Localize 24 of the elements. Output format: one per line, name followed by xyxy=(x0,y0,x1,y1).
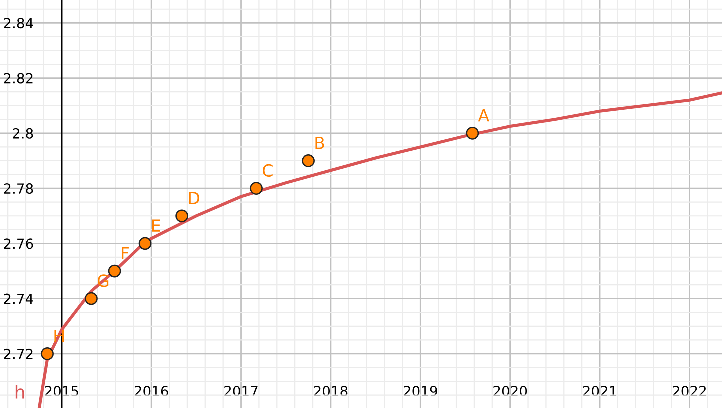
y-tick-label: 2.82 xyxy=(4,73,33,84)
y-tick-label: 2.84 xyxy=(4,18,34,29)
y-tick-label: 2.72 xyxy=(4,348,33,360)
line-series xyxy=(38,92,722,408)
y-tick-label: 2.8 xyxy=(13,128,34,139)
point xyxy=(466,126,480,140)
annotation: D xyxy=(189,192,200,204)
point xyxy=(176,210,189,223)
annotation: A xyxy=(478,109,490,122)
point xyxy=(41,348,54,360)
point xyxy=(138,237,152,250)
annotation: F xyxy=(122,247,129,260)
point xyxy=(250,182,263,195)
y-tick-label: 2.78 xyxy=(4,184,34,194)
annotation: E xyxy=(152,220,160,232)
annotation: H xyxy=(54,330,64,342)
y-tick-label: 2.76 xyxy=(4,238,34,250)
annotation: B xyxy=(316,137,324,150)
y-tick-label: 2.74 xyxy=(4,294,34,304)
point xyxy=(85,292,98,306)
series-label: h xyxy=(16,384,24,399)
annotation: C xyxy=(263,164,273,177)
point xyxy=(302,154,315,168)
point xyxy=(108,264,122,278)
